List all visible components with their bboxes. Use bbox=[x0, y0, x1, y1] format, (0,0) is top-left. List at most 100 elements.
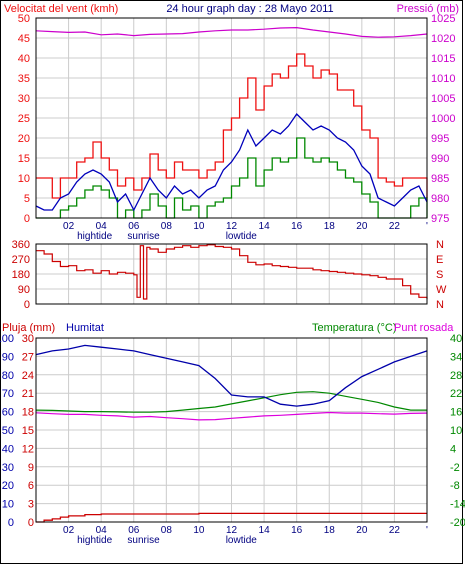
compass-y-tick: N bbox=[436, 299, 444, 311]
x-tick-label: 18 bbox=[324, 221, 336, 232]
pressure-y-tick: 990 bbox=[431, 153, 449, 165]
rain-y-tick: 0 bbox=[28, 517, 34, 529]
x-tick-label: 08 bbox=[161, 221, 173, 232]
wind-y-tick: 25 bbox=[18, 113, 30, 125]
pressure-y-tick: 1005 bbox=[431, 93, 455, 105]
rain-y-tick: 15 bbox=[22, 425, 34, 437]
wind-direction-line bbox=[36, 244, 428, 300]
x-tick-label: 12 bbox=[226, 525, 238, 536]
grid-layer bbox=[36, 17, 428, 523]
humidity-y-tick: 90 bbox=[2, 351, 14, 363]
wind-y-tick: 35 bbox=[18, 73, 30, 85]
rain-y-tick: 3 bbox=[28, 499, 34, 511]
temperature-axis-title: Temperatura (°C) bbox=[312, 322, 396, 334]
pressure-y-tick: 985 bbox=[431, 173, 449, 185]
temperature-line bbox=[35, 391, 427, 413]
event-label-hightide: hightide bbox=[77, 231, 112, 242]
panel-2-frame bbox=[35, 243, 428, 305]
pressure-y-tick: 1000 bbox=[431, 113, 455, 125]
panel-3-frame bbox=[35, 337, 428, 523]
rain-line bbox=[36, 512, 427, 523]
wind-y-tick: 10 bbox=[18, 173, 30, 185]
humidity-y-tick: 40 bbox=[2, 443, 14, 455]
x-tick-label: ' bbox=[426, 221, 428, 232]
wind-avg-line bbox=[35, 112, 428, 212]
rain-y-tick: 9 bbox=[28, 462, 34, 474]
humidity-y-tick: 20 bbox=[2, 480, 14, 492]
humidity-y-tick: 10 bbox=[2, 499, 14, 511]
x-tick-label: 14 bbox=[259, 525, 271, 536]
x-tick-label: 16 bbox=[291, 221, 303, 232]
pressure-y-tick: 995 bbox=[431, 133, 449, 145]
humidity-y-tick: 100 bbox=[0, 333, 14, 345]
humidity-y-tick: 80 bbox=[2, 370, 14, 382]
temperature-y-tick: 28 bbox=[450, 370, 462, 382]
event-label-lowtide: lowtide bbox=[226, 231, 258, 242]
x-tick-label: 22 bbox=[389, 525, 401, 536]
wind-gust-line bbox=[36, 53, 428, 199]
wind-y-tick: 45 bbox=[18, 33, 30, 45]
temperature-y-tick: 40 bbox=[450, 333, 462, 345]
direction-y-tick: 360 bbox=[12, 239, 30, 251]
temperature-y-tick: -2 bbox=[450, 462, 460, 474]
rain-y-tick: 21 bbox=[22, 388, 34, 400]
pressure-y-tick: 980 bbox=[431, 193, 449, 205]
compass-y-tick: W bbox=[436, 284, 447, 296]
humidity-line bbox=[35, 344, 428, 407]
wind-y-tick: 50 bbox=[18, 13, 30, 25]
rain-y-tick: 24 bbox=[22, 370, 34, 382]
temperature-y-tick: -8 bbox=[450, 480, 460, 492]
graph-title: 24 hour graph day : 28 Mayo 2011 bbox=[166, 3, 333, 15]
compass-y-tick: E bbox=[436, 254, 443, 266]
event-label-sunrise: sunrise bbox=[127, 535, 160, 546]
humidity-y-tick: 30 bbox=[2, 462, 14, 474]
humidity-axis-title: Humitat bbox=[66, 322, 104, 334]
direction-y-tick: 270 bbox=[12, 254, 30, 266]
temperature-y-tick: 10 bbox=[450, 425, 462, 437]
x-tick-label: 12 bbox=[226, 221, 238, 232]
event-label-lowtide: lowtide bbox=[226, 535, 258, 546]
x-tick-label: 04 bbox=[96, 221, 108, 232]
x-tick-label: 16 bbox=[291, 525, 303, 536]
wind-y-tick: 5 bbox=[24, 193, 30, 205]
pressure-line bbox=[35, 26, 428, 38]
rain-y-tick: 18 bbox=[22, 407, 34, 419]
rain-y-tick: 27 bbox=[22, 351, 34, 363]
rain-y-tick: 30 bbox=[22, 333, 34, 345]
direction-y-tick: 0 bbox=[24, 299, 30, 311]
rain-y-tick: 12 bbox=[22, 443, 34, 455]
x-tick-label: 08 bbox=[161, 525, 173, 536]
direction-y-tick: 90 bbox=[18, 284, 30, 296]
series-layer bbox=[35, 26, 428, 523]
panel-1-frame bbox=[35, 17, 428, 219]
x-tick-label: 20 bbox=[356, 525, 368, 536]
x-tick-label: 18 bbox=[324, 525, 336, 536]
x-tick-label: ' bbox=[426, 525, 428, 536]
pressure-y-tick: 1015 bbox=[431, 53, 455, 65]
temperature-y-tick: -20 bbox=[450, 517, 465, 529]
wind-min-line bbox=[36, 137, 428, 219]
pressure-y-tick: 1020 bbox=[431, 33, 455, 45]
wind-y-tick: 0 bbox=[24, 213, 30, 225]
pressure-y-tick: 1025 bbox=[431, 13, 455, 25]
pressure-y-tick: 975 bbox=[431, 213, 449, 225]
wind-y-tick: 15 bbox=[18, 153, 30, 165]
x-tick-label: 04 bbox=[96, 525, 108, 536]
temperature-y-tick: -14 bbox=[450, 499, 465, 511]
x-tick-label: 02 bbox=[63, 221, 75, 232]
rain-y-tick: 6 bbox=[28, 480, 34, 492]
x-tick-label: 14 bbox=[259, 221, 271, 232]
direction-y-tick: 180 bbox=[12, 269, 30, 281]
humidity-y-tick: 50 bbox=[2, 425, 14, 437]
wind-y-tick: 40 bbox=[18, 53, 30, 65]
pressure-axis-title: Pressió (mb) bbox=[397, 3, 459, 15]
x-tick-label: 22 bbox=[389, 221, 401, 232]
pressure-y-tick: 1010 bbox=[431, 73, 455, 85]
x-tick-label: 02 bbox=[63, 525, 75, 536]
compass-y-tick: N bbox=[436, 239, 444, 251]
wind-y-tick: 20 bbox=[18, 133, 30, 145]
x-tick-label: 06 bbox=[128, 221, 140, 232]
dewpoint-axis-title: Punt rosada bbox=[394, 322, 454, 334]
